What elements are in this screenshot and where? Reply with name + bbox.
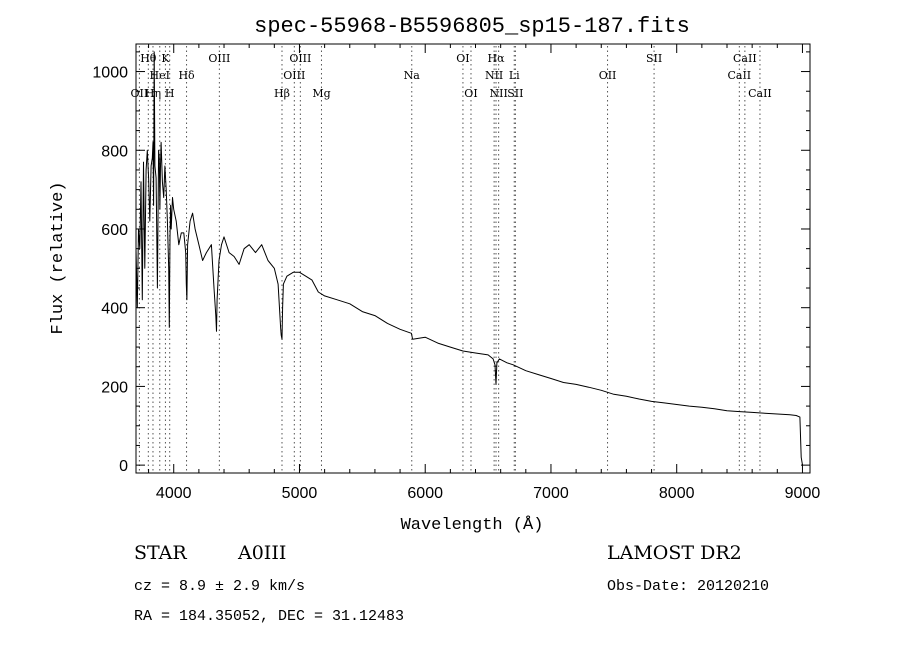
line-marker-layer: OIIHθHηHeIKHHδOIIIHβOIIIOIIIMgNaOIOINIIH… [131,46,772,473]
line-marker-label: HeI [150,69,170,82]
x-tick-label: 6000 [407,485,443,502]
redshift-velocity: cz = 8.9 ± 2.9 km/s [134,578,305,595]
x-tick-label: 8000 [659,485,695,502]
x-tick-label: 4000 [156,485,192,502]
line-marker-label: Mg [312,87,330,100]
line-marker-label: OI [464,87,477,100]
line-marker-label: NII [485,69,503,82]
y-tick-label: 600 [101,222,128,239]
line-marker-label: OI [456,52,469,65]
line-marker-label: Na [404,69,421,82]
chart-title: spec-55968-B5596805_sp15-187.fits [254,14,690,39]
y-tick-label: 800 [101,143,128,160]
line-marker-label: H [165,87,175,100]
y-tick-label: 1000 [92,65,128,82]
spectrum-line [135,51,803,466]
line-marker-label: Li [509,69,520,82]
line-marker-label: Hα [487,52,505,65]
line-marker-label: CaII [733,52,757,65]
line-marker-label: CaII [748,87,772,100]
series-layer [135,51,803,466]
axis-layer: 4000 5000 6000 7000 8000 9000 0 200 400 600 800 100… [92,44,820,502]
x-axis-label: Wavelength (Å) [401,516,544,535]
y-tick-label: 200 [101,379,128,396]
line-marker-label: OII [131,87,149,100]
line-marker-label: SII [507,87,523,100]
line-marker-label: Hδ [178,69,195,82]
line-marker-label: Hη [145,87,161,100]
y-axis-label: Flux (relative) [49,181,68,334]
y-tick-label: 400 [101,301,128,318]
sky-coordinates: RA = 184.35052, DEC = 31.12483 [134,608,404,625]
object-class: STAR [134,542,187,564]
x-tick-label: 9000 [785,485,821,502]
line-marker-label: SII [646,52,662,65]
object-subclass: A0III [237,542,286,564]
y-tick-label: 0 [119,458,128,475]
plot-frame [135,43,811,474]
line-marker-label: OIII [208,52,230,65]
line-marker-label: OIII [289,52,311,65]
x-tick-label: 7000 [533,485,569,502]
line-marker-label: NII [489,87,507,100]
observation-date: Obs-Date: 20120210 [607,578,769,595]
line-marker-label: CaII [727,69,751,82]
line-marker-label: OII [599,69,617,82]
x-tick-label: 5000 [282,485,318,502]
line-marker-label: K [161,52,170,65]
line-marker-label: Hβ [274,87,290,100]
survey-name: LAMOST DR2 [607,542,742,564]
line-marker-label: OIII [283,69,305,82]
